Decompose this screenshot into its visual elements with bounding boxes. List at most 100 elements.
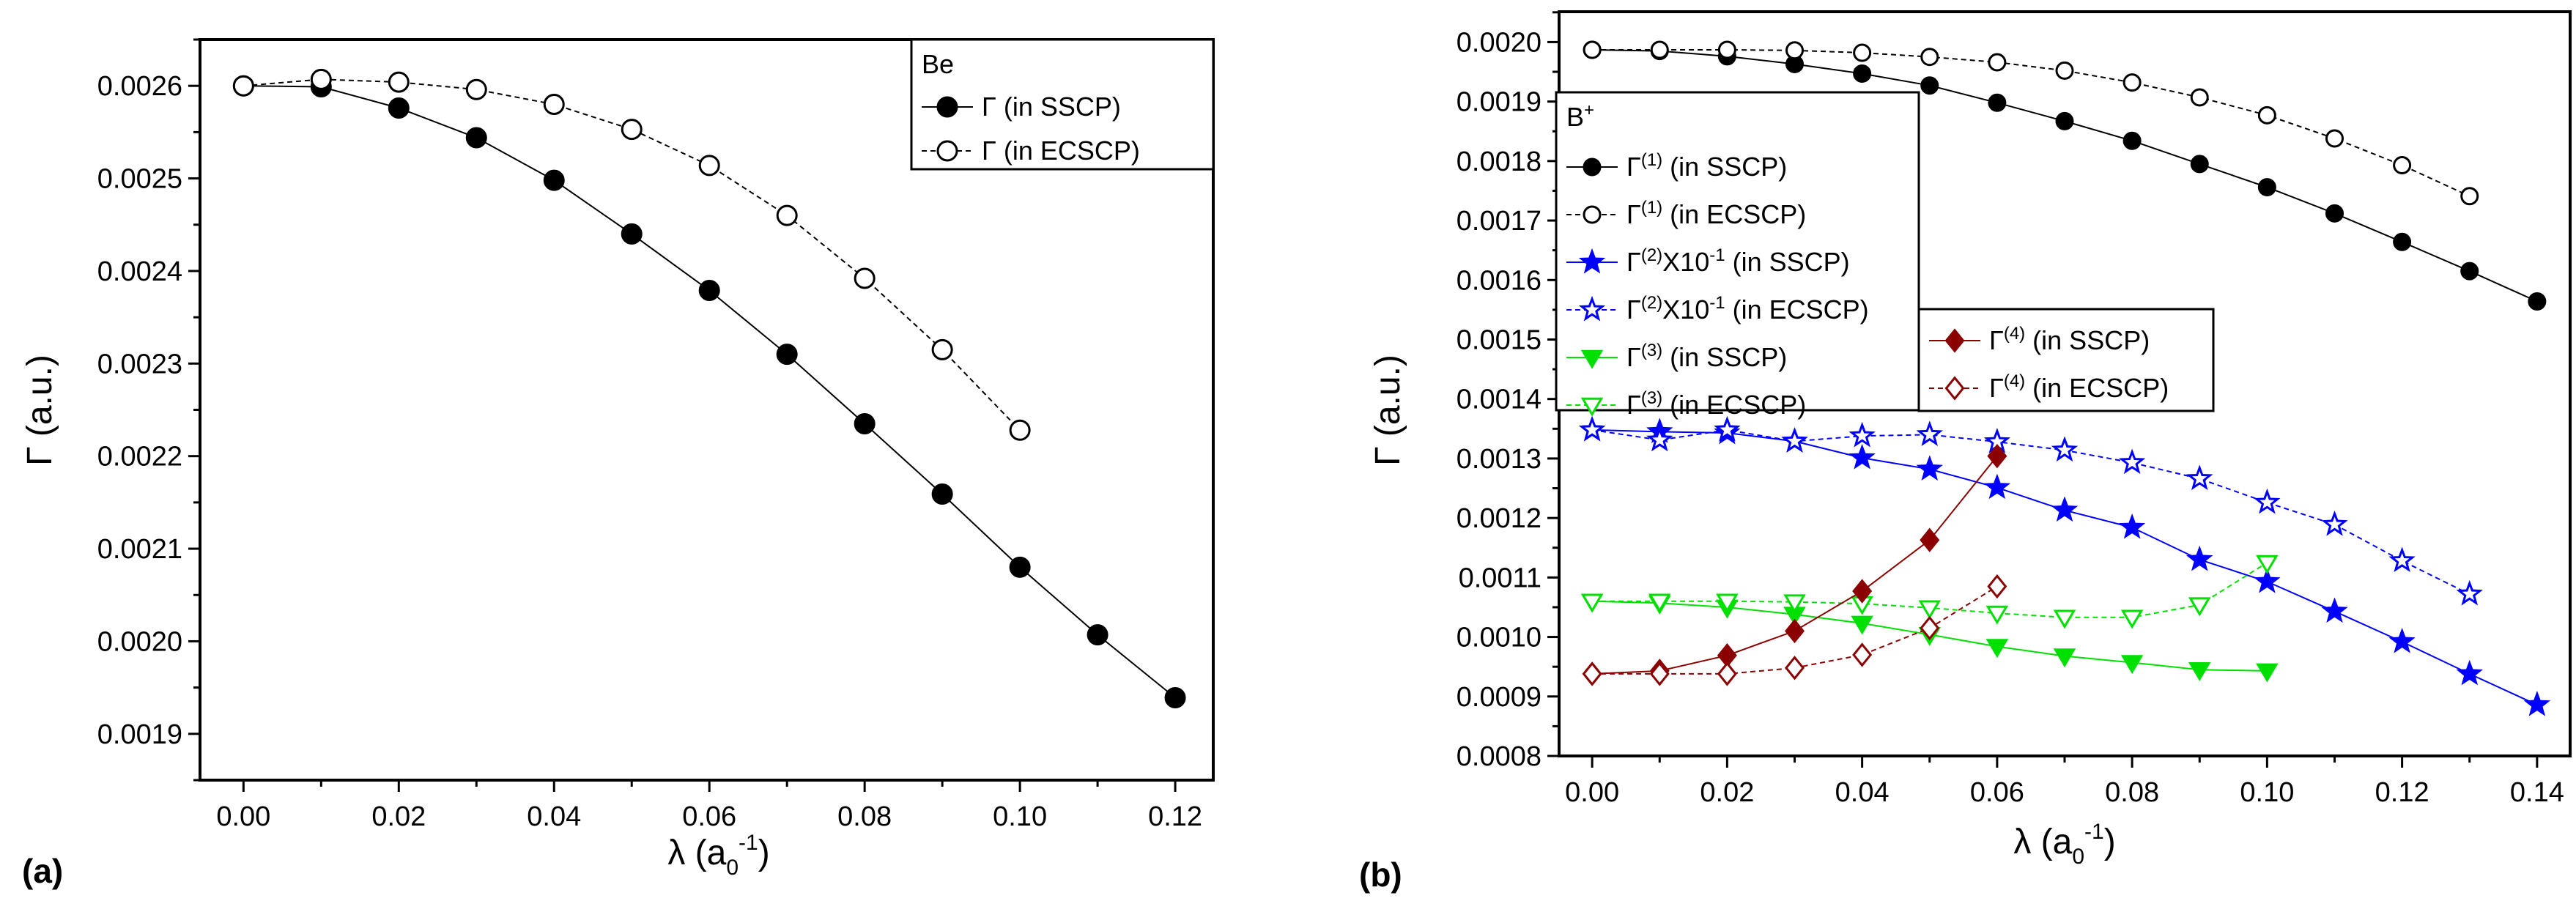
circle-marker xyxy=(2325,204,2344,223)
y-tick-label: 0.0016 xyxy=(1457,265,1541,296)
legend-title: Be xyxy=(922,49,954,79)
x-axis-label-end: ) xyxy=(2104,823,2116,861)
circle-marker xyxy=(2393,156,2412,175)
x-tick-label: 0.00 xyxy=(1565,777,1619,808)
circle-marker xyxy=(854,412,876,434)
legend-frame xyxy=(910,38,1215,171)
x-axis-label-superscript: -1 xyxy=(2084,820,2104,844)
y-tick-label: 0.0013 xyxy=(1457,444,1541,475)
x-tick-label: 0.00 xyxy=(216,801,270,832)
legend-symbol: Γ xyxy=(982,136,996,166)
legend-label: Γ(3) (in ECSCP) xyxy=(1626,388,1806,420)
circle-marker xyxy=(2257,178,2276,197)
star-marker xyxy=(1646,426,1673,452)
star-marker xyxy=(1848,421,1876,448)
star-marker xyxy=(1578,415,1606,442)
triangle-down-marker xyxy=(2256,555,2279,574)
diamond-marker xyxy=(1785,618,1805,644)
circle-marker xyxy=(1785,41,1805,60)
star-marker xyxy=(2051,496,2079,522)
y-tick-label: 0.0020 xyxy=(1457,27,1541,58)
y-tick-label: 0.0012 xyxy=(1457,503,1541,534)
star-marker xyxy=(2456,579,2483,606)
legend-superscript: (4) xyxy=(2004,371,2025,391)
series-1 xyxy=(232,68,1031,441)
legend-exponent: -1 xyxy=(1709,245,1725,265)
legend-text: (in ECSCP) xyxy=(2025,373,2169,403)
circle-marker xyxy=(1087,624,1109,646)
star-marker xyxy=(1578,248,1606,274)
circle-marker xyxy=(310,68,332,90)
legend-item: Γ(2)X10-1 (in SSCP) xyxy=(1566,245,1850,277)
star-marker xyxy=(1578,295,1606,322)
x-tick-label: 0.02 xyxy=(1700,777,1754,808)
series-5 xyxy=(1580,555,2279,629)
circle-marker xyxy=(2460,262,2479,281)
series-1 xyxy=(1583,40,2479,206)
triangle-down-marker xyxy=(1985,605,2009,625)
y-tick-label: 0.0019 xyxy=(1457,87,1541,118)
circle-marker xyxy=(388,97,410,119)
star-marker xyxy=(1781,427,1808,453)
diamond-marker xyxy=(1717,661,1737,686)
y-tick-label: 0.0010 xyxy=(1457,623,1541,653)
x-axis-label-end: ) xyxy=(758,834,770,872)
legend-symbol: Γ xyxy=(1626,199,1641,229)
legend-label: Γ(4) (in ECSCP) xyxy=(1989,371,2169,403)
legend-text: (in ECSCP) xyxy=(996,136,1140,166)
triangle-down-marker xyxy=(2188,597,2211,617)
legend-symbol: Γ xyxy=(1989,373,2004,403)
triangle-down-marker xyxy=(1580,593,1604,613)
legend-superscript: (3) xyxy=(1641,388,1662,408)
triangle-down-marker xyxy=(1716,593,1739,613)
triangle-down-marker xyxy=(1851,615,1873,635)
circle-marker xyxy=(2055,61,2074,80)
panel-label: (b) xyxy=(1359,856,1402,894)
legend-label: Γ(4) (in SSCP) xyxy=(1989,324,2150,355)
x-axis-label-base: λ (a xyxy=(2013,823,2072,861)
circle-marker xyxy=(2190,155,2209,174)
circle-marker xyxy=(2528,292,2547,311)
star-marker xyxy=(1916,420,1943,446)
diamond-marker xyxy=(1987,443,2007,469)
legend-label: Γ(3) (in SSCP) xyxy=(1626,341,1787,372)
circle-marker xyxy=(1583,40,1602,59)
circle-marker xyxy=(2122,73,2142,92)
y-tick-label: 0.0020 xyxy=(97,626,182,657)
circle-marker xyxy=(2257,105,2276,125)
x-tick-label: 0.12 xyxy=(1148,801,1202,832)
circle-marker xyxy=(1920,48,1939,67)
legend-item: Γ(2)X10-1 (in ECSCP) xyxy=(1566,293,1869,325)
star-marker xyxy=(2186,464,2213,491)
x-axis-label-superscript: -1 xyxy=(739,831,758,855)
y-tick-label: 0.0015 xyxy=(1457,325,1541,355)
star-marker xyxy=(2388,627,2416,653)
circle-marker xyxy=(465,127,487,149)
circle-marker xyxy=(1853,43,1872,62)
circle-marker xyxy=(931,338,953,360)
x-tick-label: 0.10 xyxy=(2240,777,2294,808)
star-marker xyxy=(2118,448,2146,475)
star-marker xyxy=(2456,659,2483,686)
triangle-down-marker xyxy=(1985,639,2009,659)
y-tick-label: 0.0021 xyxy=(97,534,182,565)
y-tick-label: 0.0022 xyxy=(97,442,182,472)
triangle-down-marker xyxy=(1580,349,1604,369)
legend-text: (in SSCP) xyxy=(1662,152,1787,182)
legend-factor: X10 xyxy=(1662,294,1709,325)
x-tick-label: 0.08 xyxy=(837,801,892,832)
legend-box: Γ(4) (in SSCP) Γ(4) (in ECSCP) xyxy=(1917,308,2215,412)
legend-factor: X10 xyxy=(1662,247,1709,277)
circle-marker xyxy=(1583,205,1602,224)
legend-frame xyxy=(1917,308,2215,412)
x-tick-label: 0.06 xyxy=(682,801,736,832)
diamond-marker xyxy=(1920,527,1940,552)
circle-marker xyxy=(936,140,958,162)
star-marker xyxy=(2254,567,2281,593)
circle-marker xyxy=(1583,157,1602,177)
circle-marker xyxy=(621,223,643,245)
series-7 xyxy=(1582,574,2007,686)
star-marker xyxy=(2523,691,2551,716)
x-tick-label: 0.04 xyxy=(1835,777,1890,808)
y-tick-label: 0.0014 xyxy=(1457,385,1541,415)
